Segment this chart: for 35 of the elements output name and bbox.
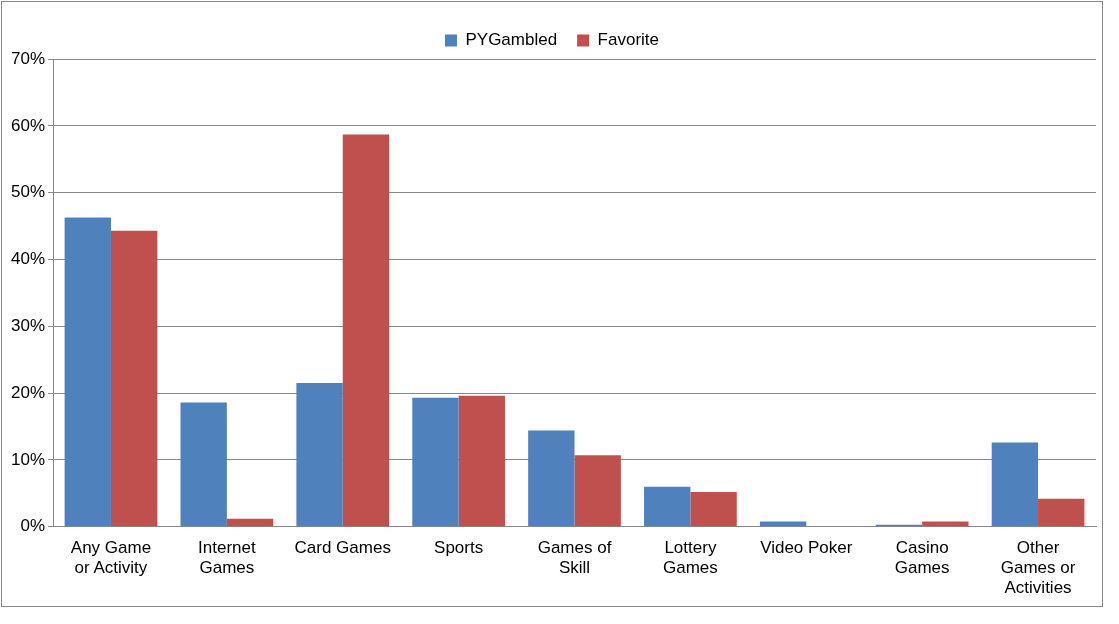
y-tick-label: 40% (10, 249, 46, 269)
x-tick-label: Lottery Games (663, 537, 718, 578)
bar (1038, 498, 1085, 527)
x-tick-label: Card Games (294, 537, 391, 557)
x-tick-label: Internet Games (198, 537, 256, 578)
legend-label: PYGambled (465, 30, 558, 50)
bar (690, 492, 737, 527)
x-tick-label: Games of Skill (537, 537, 612, 578)
bar (296, 383, 343, 527)
y-tick-label: 10% (10, 449, 46, 469)
y-tick-label: 20% (10, 382, 46, 402)
bar (644, 486, 691, 527)
bar (528, 430, 575, 527)
bar (759, 521, 807, 527)
y-tick-label: 50% (10, 182, 46, 202)
x-tick-label: Casino Games (894, 537, 950, 578)
bar (342, 134, 390, 527)
bar (412, 397, 459, 527)
bar (180, 402, 227, 527)
x-tick-label: Video Poker (760, 537, 853, 557)
bar (64, 217, 111, 527)
bar (991, 442, 1039, 527)
bar (458, 395, 505, 527)
x-tick-label: Other Games or Activities (1000, 537, 1076, 598)
bar (922, 521, 969, 527)
y-tick-label: 70% (10, 48, 46, 68)
bar (226, 518, 274, 527)
y-tick-label: 30% (10, 316, 46, 335)
y-tick-label: 0% (20, 516, 46, 536)
x-tick-label: Sports (434, 537, 484, 557)
x-tick-label: Any Game or Activity (70, 537, 152, 578)
bar (110, 230, 158, 527)
legend-label: Favorite (597, 30, 660, 50)
y-tick-label: 60% (10, 115, 46, 135)
bar (574, 455, 621, 527)
